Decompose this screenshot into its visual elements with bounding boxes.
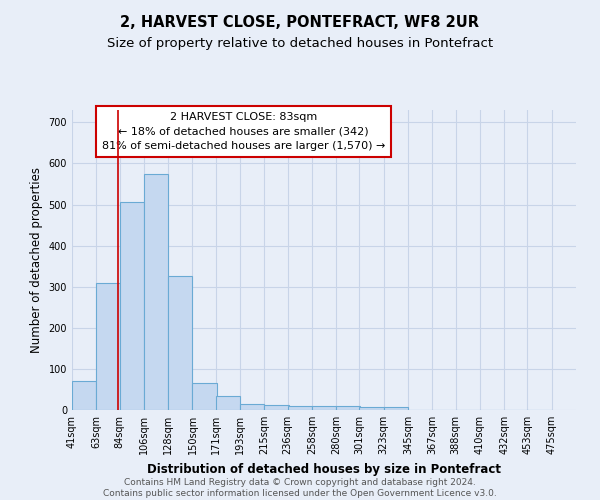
Bar [312, 406, 336, 410]
Bar [336, 406, 361, 410]
Text: Contains HM Land Registry data © Crown copyright and database right 2024.
Contai: Contains HM Land Registry data © Crown c… [103, 478, 497, 498]
Bar [168, 276, 193, 410]
Bar [119, 202, 144, 410]
Bar [215, 396, 240, 410]
Text: 2, HARVEST CLOSE, PONTEFRACT, WF8 2UR: 2, HARVEST CLOSE, PONTEFRACT, WF8 2UR [121, 15, 479, 30]
X-axis label: Distribution of detached houses by size in Pontefract: Distribution of detached houses by size … [147, 462, 501, 475]
Bar [144, 174, 168, 410]
Bar [72, 381, 97, 410]
Bar [287, 406, 312, 410]
Bar [383, 406, 408, 410]
Bar [265, 405, 289, 410]
Bar [97, 282, 121, 410]
Text: Size of property relative to detached houses in Pontefract: Size of property relative to detached ho… [107, 38, 493, 51]
Text: 2 HARVEST CLOSE: 83sqm
← 18% of detached houses are smaller (342)
81% of semi-de: 2 HARVEST CLOSE: 83sqm ← 18% of detached… [101, 112, 385, 151]
Y-axis label: Number of detached properties: Number of detached properties [30, 167, 43, 353]
Bar [240, 404, 265, 410]
Bar [193, 384, 217, 410]
Bar [359, 406, 383, 410]
